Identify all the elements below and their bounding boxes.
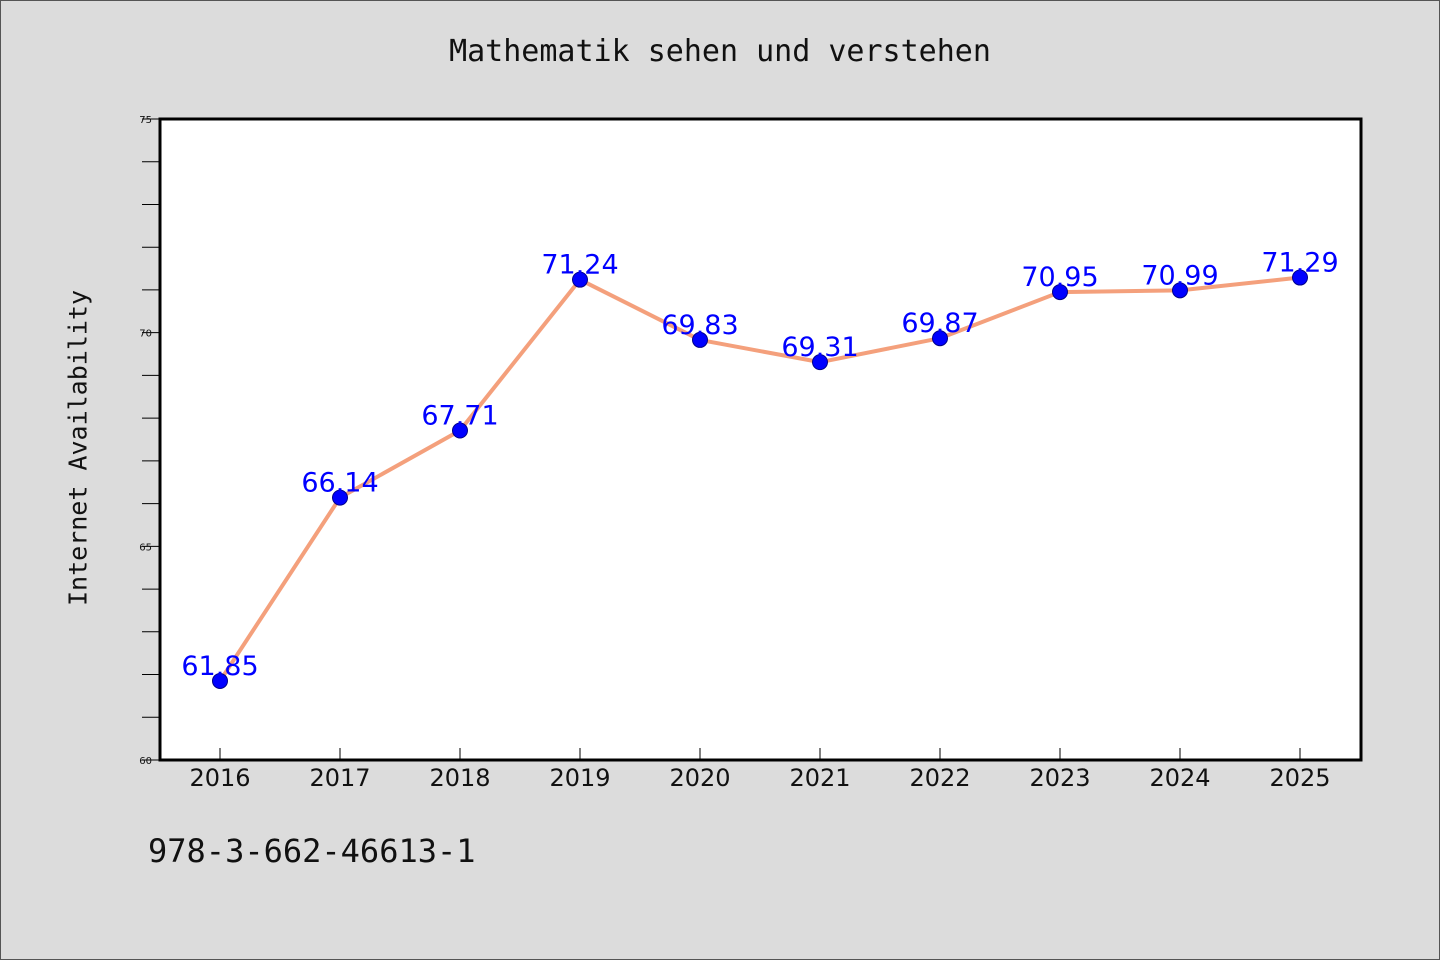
data-labels: 61.85 66.14 67.71 71.24 69.83 69.31 69.87 70.95…	[181, 248, 1338, 682]
x-tick-label: 2016	[189, 764, 250, 792]
x-tick-label: 2018	[429, 764, 490, 792]
data-label: 71.29	[1261, 248, 1338, 279]
data-label: 67.71	[421, 401, 498, 432]
data-point	[1292, 269, 1308, 286]
isbn-footer: 978-3-662-46613-1	[148, 832, 476, 870]
data-label: 70.99	[1141, 260, 1218, 291]
data-point	[932, 330, 948, 347]
x-tick-label: 2021	[789, 764, 850, 792]
series-markers	[212, 269, 1308, 689]
data-point	[332, 489, 348, 506]
data-point	[572, 271, 588, 288]
x-tick-label: 2023	[1029, 764, 1090, 792]
data-label: 69.87	[901, 308, 978, 339]
chart-title: Mathematik sehen und verstehen	[449, 34, 991, 69]
data-label: 66.14	[301, 468, 378, 499]
x-tick-label: 2020	[669, 764, 730, 792]
data-label: 71.24	[541, 250, 618, 281]
plot-border	[158, 117, 1363, 762]
x-axis: 2016 2017 2018 2019 2020 2021 2022 2023 2024 2025	[189, 748, 1331, 792]
data-point	[1052, 284, 1068, 301]
x-tick-label: 2022	[909, 764, 970, 792]
series-line	[218, 275, 1302, 683]
data-label: 69.31	[781, 332, 858, 363]
y-axis: 60 65 70 75	[139, 115, 160, 767]
x-tick-label: 2017	[309, 764, 370, 792]
plot-area	[160, 119, 1361, 760]
data-point	[1172, 282, 1188, 299]
data-label: 70.95	[1021, 262, 1098, 293]
data-label: 61.85	[181, 651, 258, 682]
x-tick-label: 2019	[549, 764, 610, 792]
x-tick-label: 2025	[1269, 764, 1330, 792]
y-tick-label: 75	[139, 115, 152, 126]
data-point	[212, 672, 228, 689]
data-label: 69.83	[661, 310, 738, 341]
y-tick-label: 70	[139, 329, 152, 340]
data-point	[812, 354, 828, 371]
x-tick-label: 2024	[1149, 764, 1210, 792]
data-point	[452, 422, 468, 439]
y-tick-label: 65	[139, 542, 152, 553]
y-tick-label: 60	[139, 756, 152, 767]
data-point	[692, 331, 708, 348]
